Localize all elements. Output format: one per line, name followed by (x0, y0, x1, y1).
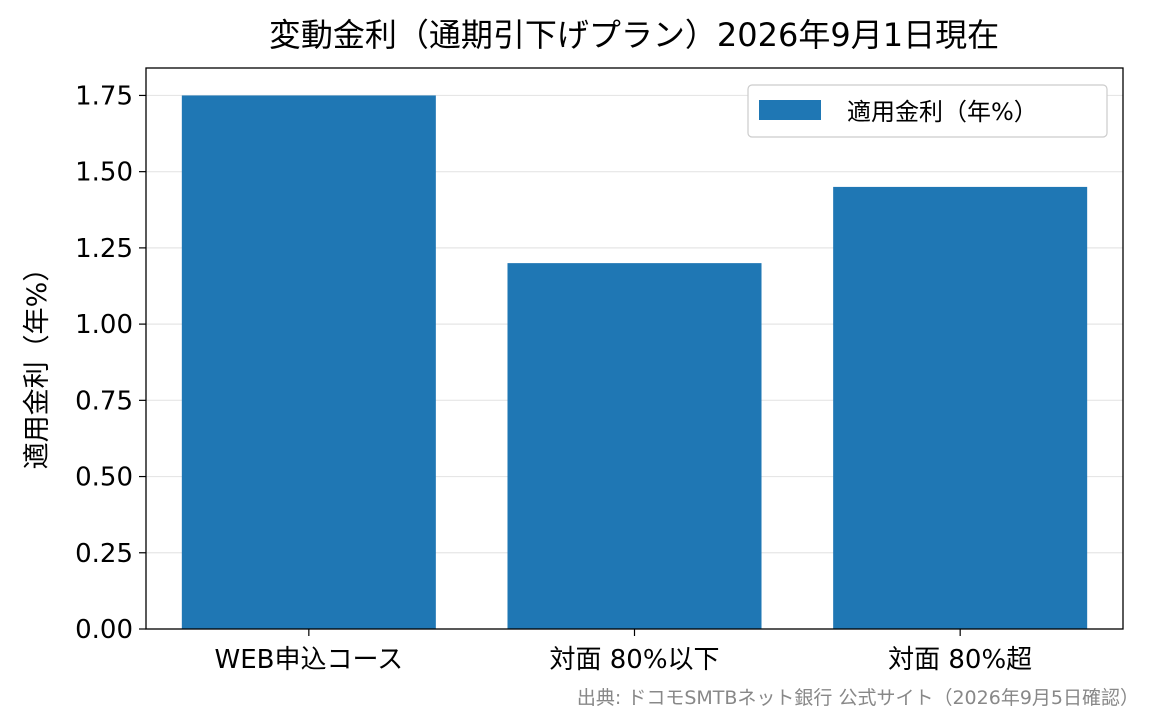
bar-1 (181, 95, 436, 630)
y-axis: 0.00 0.25 0.50 0.75 1.00 1.25 1.50 1.75 (75, 81, 146, 645)
x-tick-label: 対面 80%超 (888, 645, 1032, 675)
chart-title: 変動金利（通期引下げプラン）2026年9月1日現在 (269, 16, 999, 54)
y-tick-label: 0.75 (75, 386, 133, 416)
legend: 適用金利（年%） (747, 84, 1108, 138)
y-tick-label: 1.25 (75, 234, 133, 264)
y-tick-label: 0.00 (75, 615, 133, 645)
y-tick-label: 1.00 (75, 310, 133, 340)
x-tick-label: 対面 80%以下 (549, 645, 719, 675)
bars (181, 95, 1088, 630)
bar-2 (507, 263, 762, 629)
x-axis: WEB申込コース 対面 80%以下 対面 80%超 (214, 629, 1032, 675)
legend-swatch (759, 100, 821, 120)
y-axis-label: 適用金利（年%） (22, 255, 53, 470)
x-tick-label: WEB申込コース (214, 645, 403, 675)
y-tick-label: 1.75 (75, 81, 133, 111)
y-tick-label: 0.25 (75, 539, 133, 569)
legend-label: 適用金利（年%） (847, 98, 1038, 126)
source-note: 出典: ドコモSMTBネット銀行 公式サイト（2026年9月5日確認） (577, 687, 1139, 709)
y-tick-label: 0.50 (75, 463, 133, 493)
bar-3 (833, 186, 1088, 630)
legend-box (747, 84, 1108, 138)
y-tick-label: 1.50 (75, 158, 133, 188)
